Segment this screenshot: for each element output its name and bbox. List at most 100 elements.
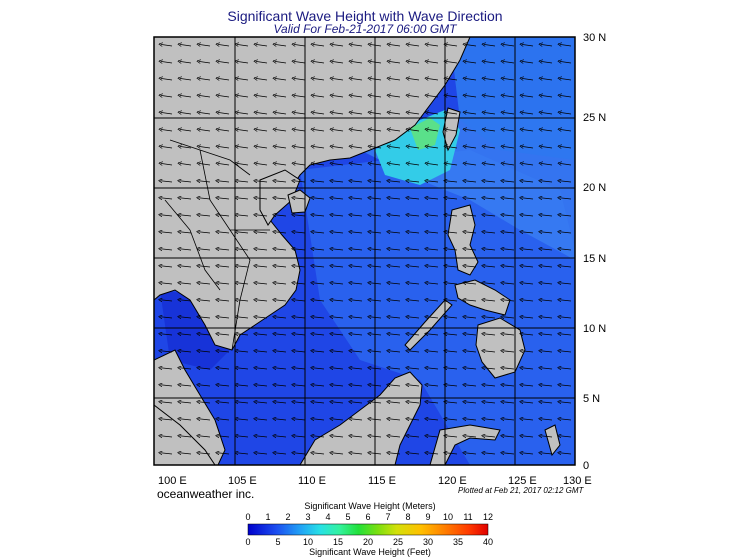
wave-arrow (389, 61, 401, 63)
wave-arrow (350, 249, 363, 250)
lon-label: 120 E (438, 475, 467, 487)
colorbar-title-feet: Significant Wave Height (Feet) (309, 547, 431, 557)
wave-arrow (332, 146, 344, 148)
wave-arrow (464, 249, 477, 250)
wave-arrow (293, 249, 306, 250)
wave-arrow (464, 317, 477, 318)
wave-arrow (217, 453, 230, 454)
colorbar-meters-tick: 0 (245, 512, 251, 522)
wave-arrow (445, 317, 458, 318)
wave-arrow (160, 402, 173, 403)
wave-arrow (236, 232, 249, 233)
wave-arrow (502, 419, 515, 420)
colorbar-meters-tick: 6 (365, 512, 371, 522)
wave-arrow (255, 181, 268, 182)
wave-arrow (274, 266, 287, 267)
country-borders (164, 139, 270, 351)
wave-arrow (559, 453, 572, 454)
wave-arrow (408, 146, 420, 148)
wave-arrow (351, 112, 363, 114)
taiwan-strait-green (410, 118, 440, 150)
wave-arrow (256, 129, 268, 131)
wave-arrow (351, 95, 363, 97)
wave-arrow (426, 181, 439, 182)
wave-arrow (332, 129, 344, 131)
wave-arrow (255, 368, 268, 369)
wave-arrow (464, 215, 477, 216)
wave-arrow (559, 266, 572, 267)
wave-arrow (521, 385, 534, 386)
wave-arrow (540, 385, 553, 386)
credit-text: oceanweather inc. (157, 487, 255, 501)
wave-arrow (350, 419, 363, 420)
wave-arrow (427, 163, 439, 165)
wave-arrow (293, 436, 306, 437)
wave-arrow (426, 300, 439, 301)
wave-arrow (559, 198, 572, 199)
wave-arrow (502, 266, 515, 267)
wave-arrow (313, 146, 325, 148)
wave-arrow (331, 283, 344, 284)
wave-arrow (407, 436, 420, 437)
wave-arrow (236, 453, 249, 454)
wave-arrow (541, 146, 553, 148)
wave-arrow (160, 181, 173, 182)
wave-arrow (217, 215, 230, 216)
wave-arrow (293, 300, 306, 301)
wave-arrow (274, 419, 287, 420)
wave-arrow (350, 334, 363, 335)
wave-arrow (502, 334, 515, 335)
wave-arrow (426, 436, 439, 437)
wave-arrow (502, 215, 515, 216)
wave-arrow (275, 112, 287, 114)
wave-arrow (293, 402, 306, 403)
wave-arrow (160, 334, 173, 335)
wave-arrow (502, 402, 515, 403)
wave-arrow (560, 146, 572, 148)
wave-arrow (388, 181, 401, 182)
wave-arrow (388, 351, 401, 352)
wave-arrow (274, 232, 287, 233)
wave-arrow (369, 181, 382, 182)
wave-arrow (427, 129, 439, 131)
wave-arrow (161, 163, 173, 165)
wave-arrow (236, 249, 249, 250)
wave-arrow (464, 266, 477, 267)
lat-label: 5 N (583, 393, 600, 405)
wave-arrow (179, 368, 192, 369)
wave-arrow (199, 163, 211, 165)
wave-arrow (217, 419, 230, 420)
wave-arrow (312, 436, 325, 437)
wave-arrow (179, 317, 192, 318)
wave-arrow (464, 402, 477, 403)
wave-arrow (237, 146, 249, 148)
wave-arrow (540, 317, 553, 318)
wave-arrow (426, 232, 439, 233)
wave-arrow (293, 266, 306, 267)
wave-arrow (465, 129, 477, 131)
wave-arrow (522, 61, 534, 63)
wave-arrow (218, 129, 230, 131)
wave-arrow (312, 283, 325, 284)
wave-arrow (502, 249, 515, 250)
wave-arrow (255, 232, 268, 233)
wave-arrow (388, 402, 401, 403)
wave-arrow (161, 112, 173, 114)
wave-arrow (350, 351, 363, 352)
wave-arrow (312, 249, 325, 250)
wave-arrow (484, 95, 496, 97)
wave-arrow (293, 385, 306, 386)
wave-arrow (465, 146, 477, 148)
wave-arrow (426, 249, 439, 250)
lat-label: 25 N (583, 112, 606, 124)
wave-arrow (446, 163, 458, 165)
wave-arrow (541, 112, 553, 114)
wave-arrow (483, 385, 496, 386)
wave-arrow (198, 436, 211, 437)
sea-north-region (450, 37, 575, 160)
wave-arrow (560, 44, 572, 46)
wave-arrow (540, 436, 553, 437)
wave-arrow (274, 402, 287, 403)
wave-arrow (502, 232, 515, 233)
